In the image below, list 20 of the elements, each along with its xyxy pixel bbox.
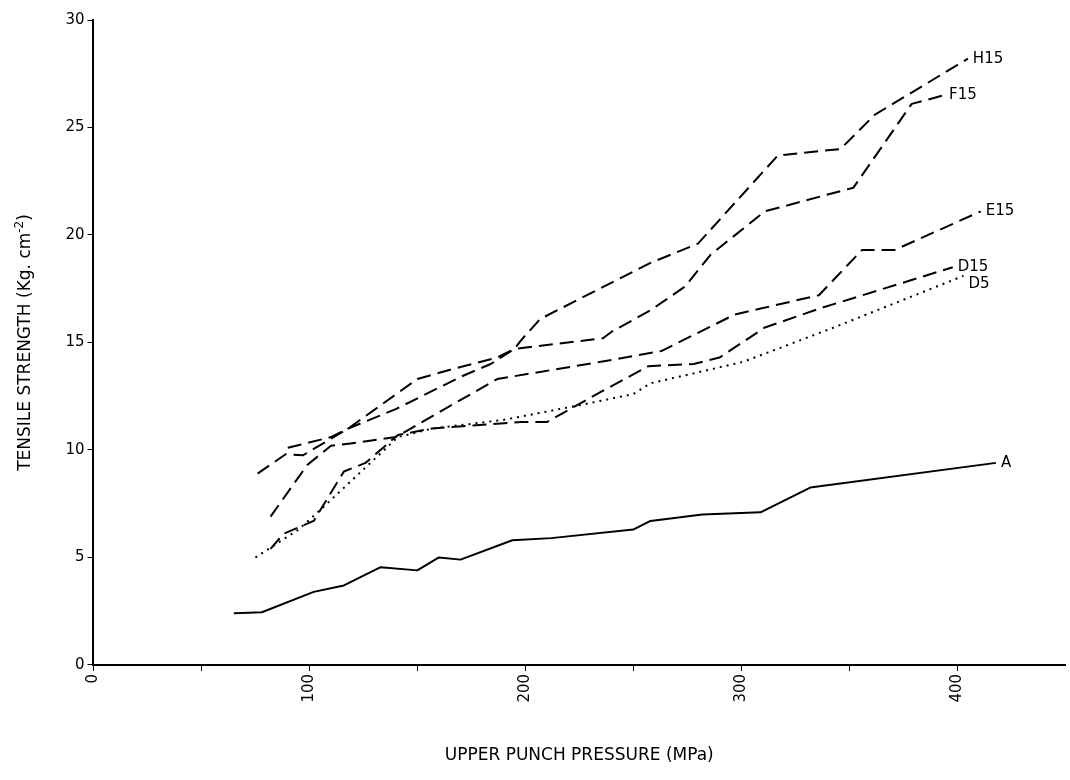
x-axis-title: UPPER PUNCH PRESSURE (MPa) (444, 744, 714, 765)
y-tick-label: 20 (65, 224, 85, 243)
x-tick-label: 200 (515, 673, 534, 703)
y-tick-label: 0 (74, 654, 85, 673)
x-tick-label: 100 (299, 673, 318, 703)
y-axis-title: TENSILE STRENGTH (Kg. cm-2) (12, 214, 34, 472)
series-label: F15 (949, 85, 977, 104)
series-label: D15 (957, 257, 989, 276)
y-tick-label: 25 (65, 117, 85, 136)
y-tick-label: 10 (65, 439, 85, 458)
y-tick-label: 15 (65, 332, 85, 351)
series-label: A (1000, 452, 1012, 471)
x-tick-label: 0 (83, 673, 102, 684)
series-label: E15 (985, 201, 1015, 220)
y-tick-label: 5 (74, 547, 85, 566)
series-label: H15 (972, 48, 1004, 67)
x-tick-label: 300 (731, 673, 750, 703)
x-tick-label: 400 (946, 673, 965, 703)
series-label: D5 (968, 274, 990, 293)
y-tick-label: 30 (65, 9, 85, 28)
